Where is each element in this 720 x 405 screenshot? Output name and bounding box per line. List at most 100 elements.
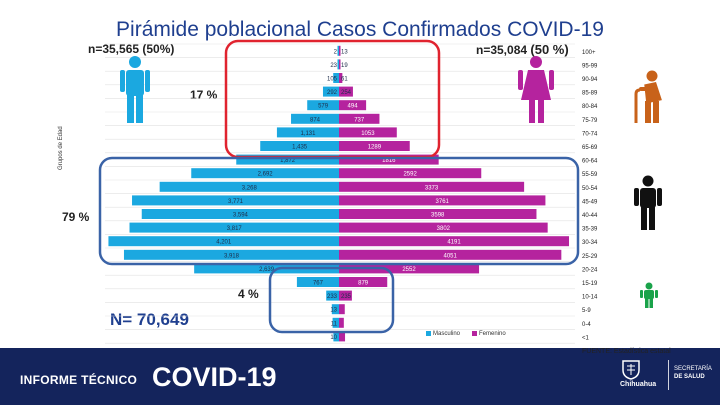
bar-masculino xyxy=(123,249,340,260)
bar-femenino xyxy=(339,317,344,328)
age-group-label: 15-19 xyxy=(582,281,598,287)
bar-femenino xyxy=(339,181,525,192)
age-group-label: 65-69 xyxy=(582,145,598,151)
bar-masculino xyxy=(307,100,339,111)
label-femenino: 1289 xyxy=(368,145,382,151)
label-femenino: 3802 xyxy=(437,226,451,232)
bar-femenino xyxy=(339,277,388,287)
age-group-label: 70-74 xyxy=(582,131,598,137)
man-icon xyxy=(120,56,150,123)
bar-masculino xyxy=(236,154,339,165)
age-group-label: 40-44 xyxy=(582,213,598,219)
label-masculino: 874 xyxy=(310,117,321,123)
female-total-n: n=35,084 xyxy=(476,43,528,57)
bar-masculino xyxy=(191,168,339,179)
bar-masculino xyxy=(296,277,339,287)
age-group-label: 35-39 xyxy=(582,227,598,233)
state-seal-icon xyxy=(622,360,640,380)
adult-pct: 79 % xyxy=(62,210,90,224)
label-masculino: 105 xyxy=(327,77,338,83)
age-group-label: 95-99 xyxy=(582,63,598,69)
label-masculino: 233 xyxy=(327,294,338,300)
label-masculino: 1,435 xyxy=(292,145,308,151)
footer-separator xyxy=(668,360,669,390)
bar-femenino xyxy=(339,304,345,315)
bar-masculino xyxy=(337,59,339,70)
age-group-label: 20-24 xyxy=(582,267,598,273)
label-masculino: 1,131 xyxy=(300,131,316,137)
label-femenino: 3373 xyxy=(425,185,439,191)
label-masculino: 579 xyxy=(318,104,329,110)
label-masculino: 3,594 xyxy=(233,213,249,219)
chart-title: Pirámide poblacional Casos Confirmados C… xyxy=(116,18,604,41)
bar-masculino xyxy=(322,86,339,97)
label-masculino: 2,692 xyxy=(258,172,274,178)
label-masculino: 767 xyxy=(313,281,324,287)
bar-femenino xyxy=(339,73,343,83)
legend-swatch-male xyxy=(426,331,431,336)
secretaria-label: SECRETARÍA xyxy=(674,366,712,372)
bar-femenino xyxy=(339,195,546,206)
bar-masculino xyxy=(333,73,339,83)
male-total: n=35,565 (50%) xyxy=(88,42,175,56)
age-group-label: 55-59 xyxy=(582,172,598,178)
bar-masculino xyxy=(276,127,339,138)
label-masculino: 23 xyxy=(330,63,337,69)
bar-masculino xyxy=(132,195,339,206)
footer-bar: INFORME TÉCNICO COVID-19 Chihuahua SECRE… xyxy=(0,348,720,405)
bar-femenino xyxy=(339,249,562,260)
label-femenino: 2552 xyxy=(402,267,416,273)
bar-femenino xyxy=(339,141,410,151)
label-femenino: 235 xyxy=(341,294,352,300)
label-femenino: 3761 xyxy=(436,199,450,205)
age-group-label: 30-34 xyxy=(582,240,598,246)
label-femenino: 61 xyxy=(341,77,348,83)
label-femenino: 4051 xyxy=(443,253,457,259)
label-masculino: 4,201 xyxy=(216,240,232,246)
age-group-label: 100+ xyxy=(582,50,596,56)
bar-femenino xyxy=(339,290,352,301)
highlight-older-box xyxy=(224,39,441,159)
bar-femenino xyxy=(339,113,380,124)
female-total: n=35,084 (50 %) xyxy=(476,42,569,57)
bar-femenino xyxy=(339,127,397,138)
bar-masculino xyxy=(333,331,339,342)
brand-name: Chihuahua xyxy=(620,381,657,388)
label-femenino: 19 xyxy=(341,63,348,69)
bar-masculino xyxy=(194,263,339,274)
young-pct: 4 % xyxy=(238,287,259,301)
label-masculino: 292 xyxy=(327,90,338,96)
label-masculino: 13 xyxy=(330,308,337,314)
label-femenino: 13 xyxy=(341,49,348,55)
bar-masculino xyxy=(141,209,339,219)
age-group-label: 45-49 xyxy=(582,199,598,205)
bar-femenino xyxy=(339,45,341,56)
legend-label-male: Masculino xyxy=(433,331,461,338)
label-masculino: 2,639 xyxy=(259,267,275,273)
adult-icon xyxy=(634,175,662,230)
bar-femenino xyxy=(339,59,341,70)
label-masculino: 11 xyxy=(331,321,338,327)
label-femenino: 1816 xyxy=(382,158,396,164)
age-group-label: 80-84 xyxy=(582,104,598,110)
legend-label-female: Femenino xyxy=(479,331,506,338)
bar-femenino xyxy=(339,236,570,247)
bar-masculino xyxy=(260,141,339,151)
bar-femenino xyxy=(339,100,367,111)
label-femenino: 2592 xyxy=(403,172,417,178)
grand-total: N= 70,649 xyxy=(110,310,189,329)
age-group-label: 75-79 xyxy=(582,118,598,124)
bar-masculino xyxy=(337,45,339,56)
age-group-label: 85-89 xyxy=(582,91,598,97)
age-group-label: 0-4 xyxy=(582,322,591,328)
elderly-icon xyxy=(634,70,662,123)
label-femenino: 1053 xyxy=(361,131,375,137)
age-group-label: 25-29 xyxy=(582,254,598,260)
label-femenino: 494 xyxy=(348,104,359,110)
salud-label: DE SALUD xyxy=(674,374,705,380)
label-femenino: 879 xyxy=(358,281,369,287)
bar-femenino xyxy=(339,222,548,233)
highlight-adult-box xyxy=(98,156,580,266)
child-icon xyxy=(640,282,658,308)
